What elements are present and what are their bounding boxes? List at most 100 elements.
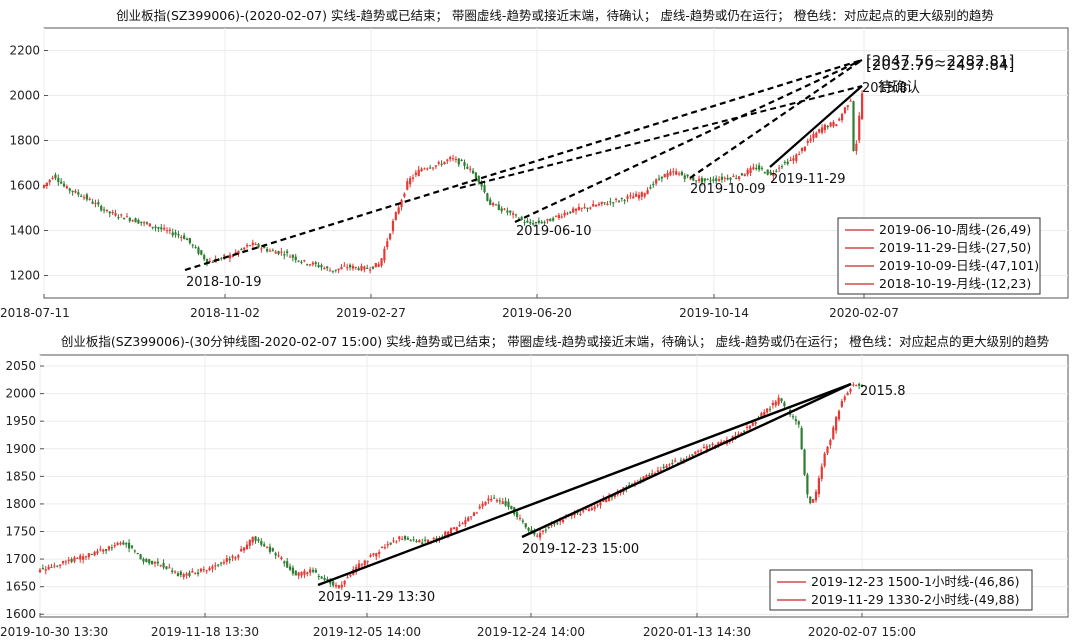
x-tick-label: 2020-01-13 14:30 xyxy=(643,625,751,639)
candle-body xyxy=(260,248,263,250)
annotation-2018-10-19: 2018-10-19 xyxy=(186,275,262,290)
candle-body xyxy=(280,557,283,560)
candle-body xyxy=(420,168,423,172)
candle-body xyxy=(177,234,180,236)
candle-body xyxy=(62,183,66,187)
candle-body xyxy=(694,451,697,454)
candle-body xyxy=(211,566,214,569)
candle-body xyxy=(168,229,171,231)
candle-body xyxy=(463,162,466,166)
candle-body xyxy=(300,261,303,263)
candle-body xyxy=(294,570,297,576)
candle-body xyxy=(467,517,470,522)
candle-body xyxy=(248,245,252,247)
candle-body xyxy=(709,180,712,182)
candle-body xyxy=(76,557,79,559)
annotation-peak-value: 2015.8 xyxy=(862,81,908,96)
y-tick-label: 2000 xyxy=(9,89,40,103)
candle-body xyxy=(552,218,555,221)
candle-body xyxy=(657,178,661,180)
candle-body xyxy=(366,267,369,269)
candle-body xyxy=(400,200,403,208)
candle-body xyxy=(340,584,343,588)
candle-body xyxy=(487,498,490,501)
candle-body xyxy=(311,569,315,572)
candle-body xyxy=(669,171,672,176)
candle-body xyxy=(208,567,211,571)
candle-body xyxy=(659,469,662,471)
candle-body xyxy=(614,199,618,201)
candle-body xyxy=(593,506,596,509)
candle-body xyxy=(82,556,85,560)
candle-body xyxy=(286,561,289,568)
candle-body xyxy=(105,209,109,212)
top-legend-entry-1: 2019-11-29-日线-(27,50) xyxy=(879,240,1031,255)
candle-body xyxy=(812,499,815,503)
candle-body xyxy=(409,540,412,542)
candle-body xyxy=(705,446,708,451)
candle-body xyxy=(503,208,506,210)
candle-body xyxy=(509,210,512,213)
candle-body xyxy=(380,547,384,549)
candle-body xyxy=(597,203,601,206)
x-tick-label: 2019-12-24 14:00 xyxy=(477,625,585,639)
candle-body xyxy=(354,266,357,269)
candle-body xyxy=(228,254,232,259)
candle-body xyxy=(497,204,500,211)
candle-body xyxy=(386,544,389,546)
candle-body xyxy=(754,421,757,424)
candle-body xyxy=(145,559,148,563)
candle-body xyxy=(501,501,504,505)
candle-body xyxy=(173,571,177,573)
candle-body xyxy=(311,262,314,265)
candle-body xyxy=(466,166,469,169)
candle-body xyxy=(219,562,223,564)
candle-body xyxy=(171,570,174,572)
candle-body xyxy=(852,384,855,386)
trendline-2019-11-29-1330 xyxy=(317,382,852,587)
candle-body xyxy=(306,264,309,266)
candle-body xyxy=(411,177,415,179)
candle-body xyxy=(401,538,404,540)
candle-body xyxy=(835,417,838,431)
candle-body xyxy=(820,466,823,479)
candle-body xyxy=(490,498,493,501)
candle-body xyxy=(60,181,63,184)
y-tick-label: 1900 xyxy=(5,442,36,456)
candle-body xyxy=(572,208,575,213)
candle-body xyxy=(723,177,726,179)
candle-body xyxy=(208,261,212,263)
candle-body xyxy=(374,263,377,268)
candle-body xyxy=(478,506,481,509)
candle-body xyxy=(643,193,646,197)
candle-body xyxy=(812,133,815,139)
candle-body xyxy=(763,411,766,416)
candle-body xyxy=(80,195,83,197)
candle-body xyxy=(526,220,529,223)
top-chart-trendlines xyxy=(184,58,863,272)
candle-body xyxy=(440,163,443,165)
candle-body xyxy=(110,547,113,549)
candle-body xyxy=(343,580,346,585)
candle-body xyxy=(418,539,421,543)
candle-body xyxy=(432,538,435,540)
y-tick-label: 1400 xyxy=(9,224,40,238)
candle-body xyxy=(557,215,560,219)
candle-body xyxy=(74,190,77,193)
candle-body xyxy=(185,573,188,576)
candle-body xyxy=(443,161,446,165)
candle-body xyxy=(760,413,763,419)
candle-body xyxy=(303,570,306,575)
candle-body xyxy=(68,188,71,191)
candle-body xyxy=(563,212,566,216)
candle-body xyxy=(191,571,194,573)
candle-body xyxy=(720,176,724,180)
candle-body xyxy=(57,178,60,183)
candle-body xyxy=(162,562,165,568)
candle-body xyxy=(297,572,300,576)
candle-body xyxy=(540,221,543,224)
candle-body xyxy=(234,557,237,559)
candle-body xyxy=(283,254,286,256)
candle-body xyxy=(774,401,777,406)
